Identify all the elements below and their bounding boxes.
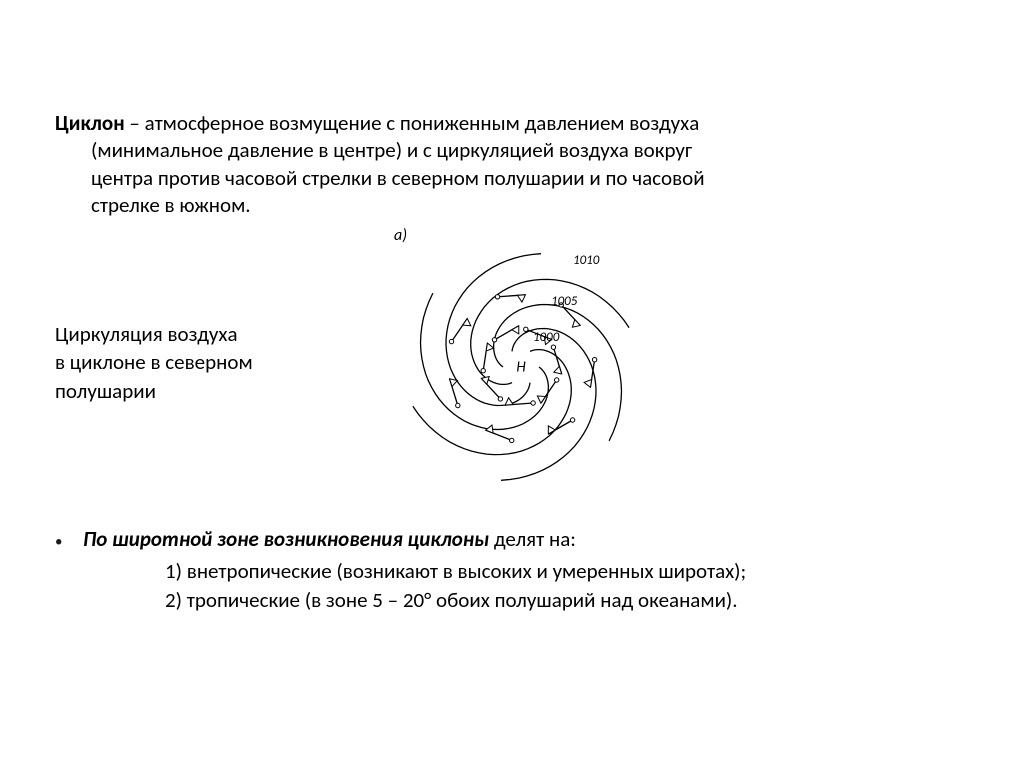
def-line2: (минимальное давление в центре) и с цирк… <box>55 137 925 164</box>
def-dash: – <box>125 110 145 136</box>
term-cyclone: Циклон <box>55 110 125 136</box>
panel-label-a: а) <box>394 226 407 245</box>
caption-line3: полушарии <box>55 377 253 405</box>
center-label-H: Н <box>516 359 526 377</box>
definition-paragraph: Циклон – атмосферное возмущение с пониже… <box>55 110 925 219</box>
caption-line2: в циклоне в северном <box>55 348 253 376</box>
classification-block: • По широтной зоне возникновения циклоны… <box>55 525 955 614</box>
bullet-tail: делят на: <box>489 526 576 552</box>
sub-item-2: 2) тропические (в зоне 5 – 20° обоих пол… <box>165 586 955 614</box>
isobar-label-1010: 1010 <box>573 253 600 268</box>
bullet-dot-icon: • <box>55 529 83 550</box>
isobar-label-1005: 1005 <box>551 294 578 309</box>
bullet-emphasis: По широтной зоне возникновения циклоны <box>83 526 489 552</box>
cyclone-svg: Н 1000 1005 1010 а) <box>376 222 666 492</box>
diagram-caption: Циркуляция воздуха в циклоне в северном … <box>55 320 253 405</box>
caption-line1: Циркуляция воздуха <box>55 320 253 348</box>
bullet-text: По широтной зоне возникновения циклоны д… <box>83 525 576 553</box>
cyclone-diagram: Н 1000 1005 1010 а) <box>376 222 666 492</box>
bullet-row: • По широтной зоне возникновения циклоны… <box>55 525 955 553</box>
sub-list: 1) внетропические (возникают в высоких и… <box>165 557 955 614</box>
def-line1-tail: атмосферное возмущение с пониженным давл… <box>145 110 700 136</box>
def-line4: стрелке в южном. <box>55 192 925 219</box>
isobar-label-1000: 1000 <box>533 330 560 345</box>
slide: Циклон – атмосферное возмущение с пониже… <box>0 0 1024 768</box>
sub-item-1: 1) внетропические (возникают в высоких и… <box>165 557 955 585</box>
def-line3: центра против часовой стрелки в северном… <box>55 165 925 192</box>
